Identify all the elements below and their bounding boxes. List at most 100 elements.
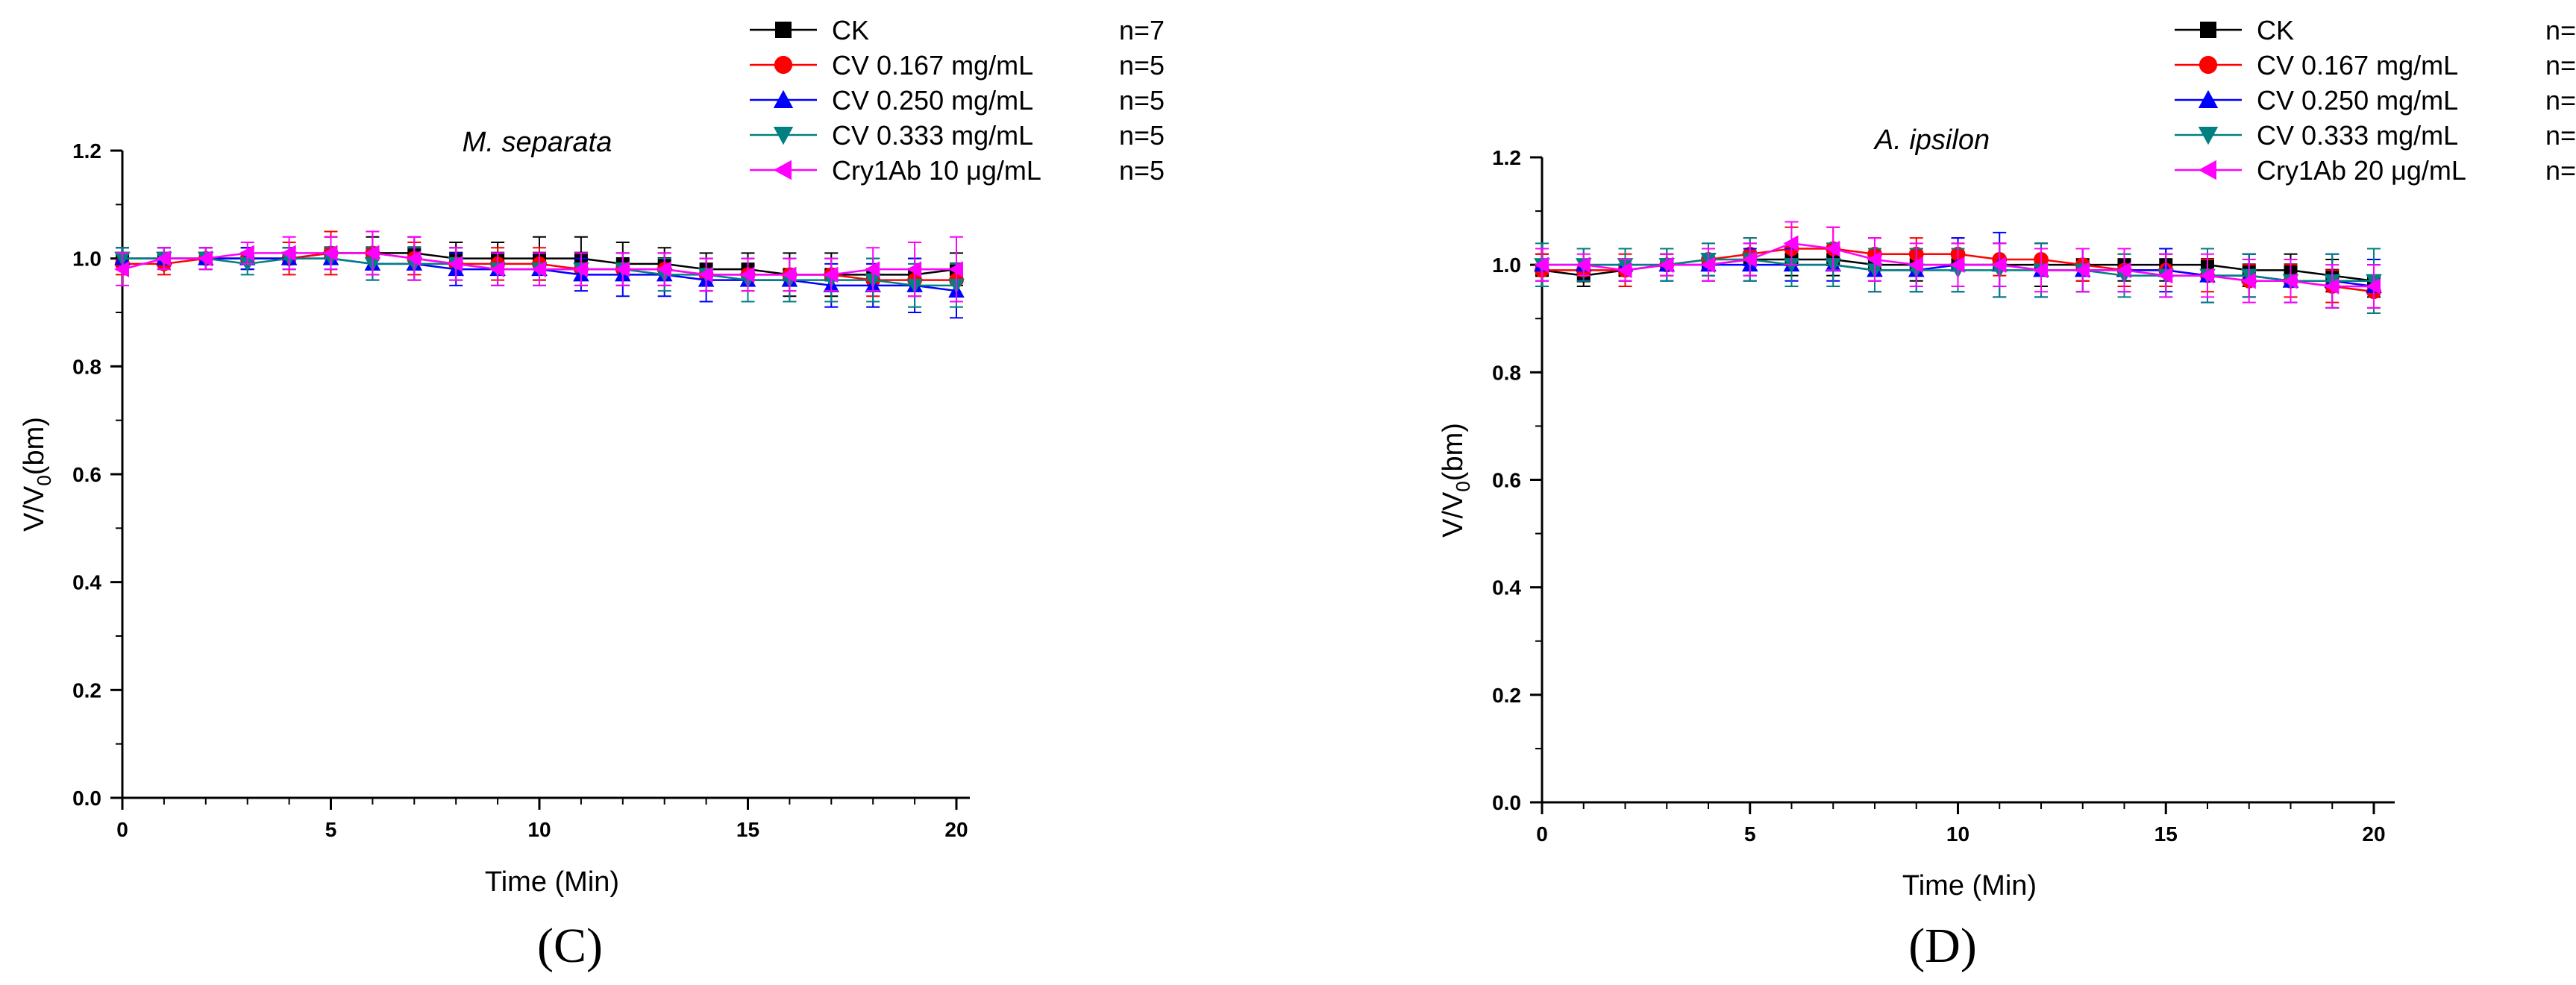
- legend-entry: CV 0.250 mg/mL n=5: [2175, 85, 2576, 116]
- legend-entry: CV 0.333 mg/mL n=5: [750, 120, 1165, 151]
- data-point: [1867, 251, 1881, 268]
- legend-label: Cry1Ab 20 μg/mL: [2257, 155, 2466, 186]
- legend-label: CV 0.250 mg/mL: [2257, 85, 2458, 116]
- legend-marker: [773, 89, 794, 108]
- legend-marker: [2199, 55, 2218, 75]
- data-point: [739, 266, 755, 283]
- x-tick-label: 20: [944, 818, 968, 841]
- legend-n-count: n=5: [1119, 155, 1165, 186]
- chart-title: A. ipsilon: [1873, 125, 1990, 156]
- legend-entry: CK n=7: [750, 15, 1165, 45]
- data-point: [615, 261, 630, 277]
- data-point: [823, 266, 839, 283]
- data-point: [114, 261, 129, 277]
- legend-label: CV 0.167 mg/mL: [2257, 50, 2458, 81]
- data-point: [2199, 267, 2214, 284]
- data-point: [656, 261, 671, 277]
- legend-entry: CK n=6: [2175, 15, 2576, 45]
- data-point: [1741, 251, 1757, 268]
- legend-entry: CV 0.167 mg/mL n=5: [2175, 50, 2576, 81]
- legend-marker: [2198, 89, 2219, 108]
- x-tick-label: 10: [1946, 822, 1969, 846]
- data-point: [2033, 262, 2048, 279]
- y-tick-label: 0.2: [72, 679, 101, 702]
- chart-panel-d: 0 5 10 15 20 0.0 0.2 0.4 0.6 0.8 1.0 1.2 A. ipsilon…: [1438, 15, 2576, 973]
- data-point: [1783, 235, 1799, 252]
- legend-n-count: n=5: [1119, 120, 1165, 151]
- data-point: [1617, 262, 1632, 279]
- x-axis-label: Time (Min): [1902, 870, 2037, 901]
- series-cry1ab-10-g-ml: [114, 230, 963, 303]
- data-point: [1908, 257, 1923, 273]
- legend-entry: CV 0.250 mg/mL n=5: [750, 85, 1165, 116]
- legend-entry: CV 0.333 mg/mL n=5: [2175, 120, 2576, 151]
- y-tick-label: 1.2: [1492, 146, 1521, 169]
- legend-label: CK: [832, 15, 869, 45]
- legend-marker: [775, 22, 792, 38]
- legend-marker: [774, 55, 793, 75]
- data-point: [1534, 257, 1549, 273]
- y-tick-label: 1.0: [1492, 254, 1521, 277]
- y-axis-label-suffix: (bm): [19, 417, 50, 475]
- data-point: [1825, 240, 1840, 257]
- x-tick-label: 15: [2154, 822, 2178, 846]
- y-axis-label-suffix: (bm): [1438, 423, 1469, 481]
- y-tick-label: 0.0: [72, 787, 101, 810]
- y-tick-label: 0.4: [72, 571, 101, 594]
- x-tick-label: 5: [1744, 822, 1756, 846]
- data-point: [1658, 257, 1674, 273]
- data-point: [2116, 262, 2131, 279]
- data-point: [948, 261, 963, 277]
- data-point: [1991, 257, 2007, 273]
- legend-entry: CV 0.167 mg/mL n=5: [750, 50, 1165, 81]
- y-tick-label: 0.2: [1492, 684, 1521, 707]
- legend-label: CK: [2257, 15, 2294, 45]
- legend-n-count: n=5: [2545, 50, 2576, 81]
- data-point: [1700, 257, 1715, 273]
- ticks-c: 0 5 10 15 20 0.0 0.2 0.4 0.6 0.8 1.0 1.2: [72, 139, 968, 841]
- data-point: [448, 256, 463, 272]
- y-axis-label-main: V/V: [1438, 491, 1469, 538]
- plot-area-d: [1534, 221, 2382, 315]
- data-point: [2324, 278, 2340, 295]
- data-point: [406, 250, 422, 267]
- x-tick-label: 0: [1536, 822, 1548, 846]
- y-tick-label: 0.4: [1492, 576, 1521, 600]
- data-point: [322, 245, 338, 262]
- data-point: [573, 261, 588, 277]
- y-axis-label: V/V0(bm): [1438, 423, 1474, 538]
- legend-n-count: n=5: [1119, 50, 1165, 81]
- legend-label: CV 0.167 mg/mL: [832, 50, 1033, 81]
- data-point: [489, 261, 505, 277]
- x-tick-label: 0: [116, 818, 128, 841]
- legend-marker: [2198, 127, 2219, 145]
- legend-label: CV 0.333 mg/mL: [2257, 120, 2458, 151]
- y-axis-label-main: V/V: [19, 485, 50, 532]
- data-point: [198, 250, 213, 267]
- data-point: [156, 250, 171, 267]
- legend-label: Cry1Ab 10 μg/mL: [832, 155, 1041, 186]
- y-tick-label: 1.2: [72, 139, 101, 163]
- y-tick-label: 0.0: [1492, 791, 1521, 814]
- data-point: [2366, 278, 2381, 295]
- data-point: [906, 261, 922, 277]
- x-tick-label: 10: [527, 818, 551, 841]
- data-point: [531, 261, 546, 277]
- data-point: [2074, 262, 2090, 279]
- x-tick-label: 15: [736, 818, 759, 841]
- data-point: [698, 266, 713, 283]
- legend-n-count: n=7: [1119, 15, 1165, 45]
- legend-entry: Cry1Ab 20 μg/mL n=5: [2175, 155, 2576, 186]
- data-point: [2240, 272, 2256, 289]
- data-point: [865, 261, 880, 277]
- data-point: [239, 245, 254, 262]
- panel-label: (C): [537, 919, 603, 973]
- legend-n-count: n=5: [2545, 155, 2576, 186]
- y-axis-label: V/V0(bm): [19, 417, 55, 532]
- legend-marker: [2198, 160, 2216, 180]
- legend-label: CV 0.250 mg/mL: [832, 85, 1033, 116]
- y-tick-label: 0.8: [1492, 361, 1521, 384]
- y-axis-label-subscript: 0: [1452, 481, 1474, 491]
- y-axis-label-subscript: 0: [33, 475, 55, 485]
